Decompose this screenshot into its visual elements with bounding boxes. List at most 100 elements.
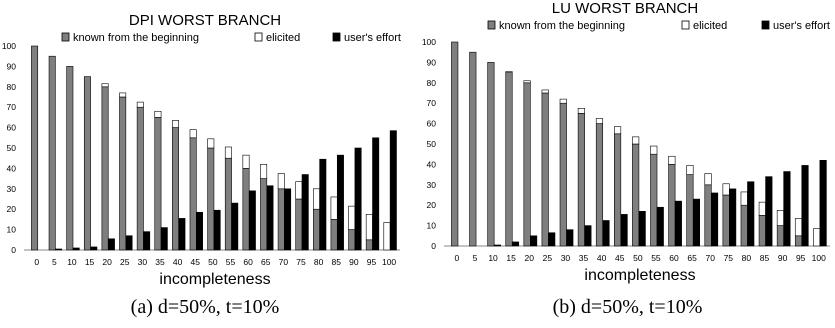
x-axis-label: incompleteness: [159, 271, 270, 288]
bar-elicited: [577, 108, 585, 114]
y-tick-label: 20: [7, 204, 17, 214]
x-tick-label: 10: [67, 257, 77, 267]
bar-elicited: [740, 191, 748, 206]
bar-elicited: [668, 155, 676, 165]
x-tick-label: 80: [314, 257, 324, 267]
bar-known: [119, 96, 127, 251]
x-tick-label: 70: [705, 253, 715, 263]
bar-elicited: [154, 110, 162, 118]
bar-users-effort: [319, 158, 327, 251]
legend-swatch-2: [332, 32, 341, 42]
x-tick-label: 20: [102, 257, 112, 267]
y-tick-label: 70: [7, 102, 17, 112]
bar-known: [365, 239, 373, 251]
bar-known: [66, 66, 74, 251]
legend-swatch-1: [254, 32, 263, 42]
bar-elicited: [595, 118, 604, 124]
x-tick-label: 0: [34, 257, 39, 267]
y-tick-label: 20: [427, 200, 437, 210]
bar-elicited: [758, 201, 766, 216]
x-tick-label: 40: [173, 257, 183, 267]
chart-title: LU WORST BRANCH: [552, 0, 698, 17]
chart-panel-dpi: DPI WORST BRANCH known from the beginning…: [0, 0, 410, 328]
bar-known: [632, 143, 640, 247]
x-tick-label: 15: [506, 253, 516, 263]
x-tick-label: 85: [760, 253, 770, 263]
bar-known: [758, 215, 766, 247]
bar-elicited: [224, 146, 232, 159]
bar-users-effort: [783, 171, 791, 247]
bar-known: [136, 106, 144, 251]
bar-elicited: [523, 80, 531, 84]
x-tick-label: 40: [597, 253, 607, 263]
bar-elicited: [776, 210, 784, 226]
x-tick-label: 100: [382, 257, 396, 267]
bar-users-effort: [160, 227, 168, 251]
bar-known: [577, 113, 585, 247]
x-tick-label: 55: [651, 253, 661, 263]
y-tick-label: 60: [427, 119, 437, 129]
chart-lu-worst-branch: LU WORST BRANCH known from the beginning e…: [422, 0, 830, 284]
y-tick-label: 10: [7, 225, 17, 235]
bar-elicited: [383, 222, 391, 251]
bar-users-effort: [602, 220, 610, 247]
bar-users-effort: [747, 181, 755, 247]
bar-users-effort: [72, 247, 80, 251]
x-tick-label: 95: [796, 253, 806, 263]
bar-known: [541, 92, 549, 247]
bar-users-effort: [213, 209, 221, 251]
bar-users-effort: [284, 188, 292, 251]
bar-elicited: [260, 164, 268, 179]
bar-users-effort: [90, 246, 98, 251]
y-tick-label: 40: [427, 159, 437, 169]
bar-known: [469, 51, 477, 247]
caption-a: (a) d=50%, t=10%: [130, 296, 280, 318]
x-tick-label: 90: [349, 257, 359, 267]
x-tick-label: 5: [52, 257, 57, 267]
bar-known: [277, 188, 285, 251]
bar-users-effort: [729, 188, 737, 247]
y-tick-label: 70: [427, 98, 437, 108]
bar-users-effort: [674, 200, 682, 247]
bar-elicited: [614, 126, 622, 135]
x-tick-label: 75: [724, 253, 734, 263]
x-tick-label: 35: [155, 257, 165, 267]
bar-known: [740, 204, 748, 247]
y-tick-label: 0: [11, 245, 16, 255]
bar-users-effort: [107, 238, 115, 251]
bar-users-effort: [301, 174, 309, 251]
y-tick-label: 30: [427, 180, 437, 190]
x-tick-label: 45: [191, 257, 201, 267]
bar-elicited: [505, 71, 513, 73]
bar-users-effort: [493, 244, 501, 247]
bar-known: [313, 208, 320, 251]
bar-elicited: [189, 129, 197, 139]
caption-b: (b) d=50%, t=10%: [552, 296, 703, 318]
bar-elicited: [313, 188, 320, 210]
bar-elicited: [207, 138, 215, 149]
bar-users-effort: [638, 211, 646, 247]
bar-users-effort: [584, 225, 592, 247]
chart-dpi-worst-branch: DPI WORST BRANCH known from the beginning…: [2, 12, 401, 288]
bar-known: [487, 62, 495, 247]
bar-known: [101, 86, 109, 251]
bar-known: [31, 45, 39, 251]
x-tick-label: 35: [579, 253, 589, 263]
bar-known: [776, 225, 784, 247]
bar-known: [48, 55, 56, 251]
bar-elicited: [704, 173, 712, 186]
legend-label-1: elicited: [693, 20, 727, 32]
y-tick-label: 90: [427, 57, 437, 67]
x-tick-label: 0: [455, 253, 460, 263]
y-tick-label: 50: [427, 139, 437, 149]
y-tick-label: 0: [431, 241, 436, 251]
y-tick-label: 100: [2, 41, 16, 51]
x-tick-label: 85: [331, 257, 341, 267]
bar-users-effort: [389, 130, 397, 251]
y-tick-label: 100: [422, 37, 436, 47]
bar-known: [650, 153, 658, 247]
x-tick-label: 45: [615, 253, 625, 263]
y-tick-label: 90: [7, 61, 17, 71]
bar-elicited: [813, 228, 821, 247]
bar-users-effort: [566, 229, 574, 247]
